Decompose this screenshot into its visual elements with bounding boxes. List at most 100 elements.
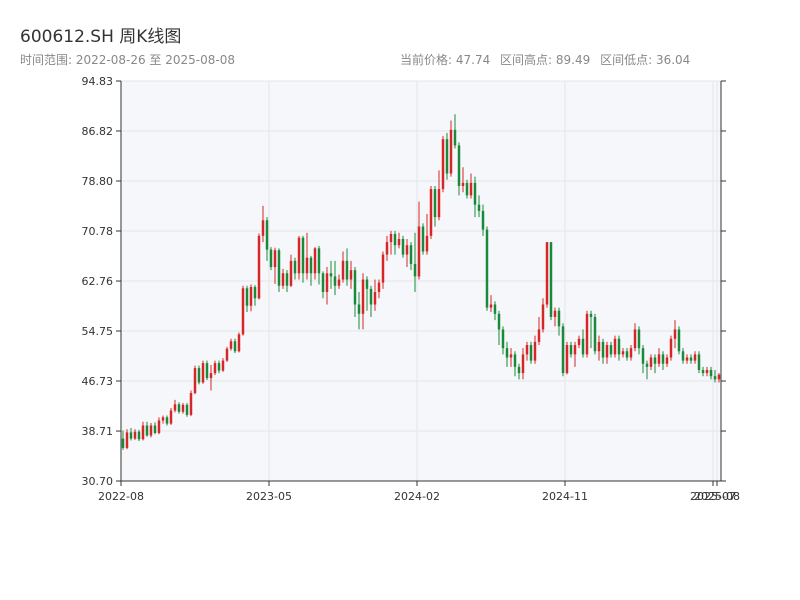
candle-body-up	[533, 341, 537, 361]
candle-body-up	[229, 341, 233, 349]
candle-body-up	[693, 354, 697, 361]
candle-body-up	[525, 345, 529, 355]
candle-body-down	[689, 357, 693, 361]
candle-body-up	[189, 393, 193, 415]
y-tick-label: 62.76	[82, 275, 114, 288]
candle-body-up	[469, 182, 473, 196]
candle-body-up	[441, 139, 445, 190]
candle-body-up	[125, 432, 129, 448]
candle-body-up	[565, 345, 569, 374]
candle-body-up	[225, 348, 229, 361]
candle-body-up	[669, 338, 673, 358]
candle-body-down	[277, 250, 281, 286]
candle-body-down	[217, 363, 221, 371]
current-price-text: 当前价格: 47.74	[400, 53, 491, 67]
candle-body-down	[393, 234, 397, 246]
candle-body-up	[437, 189, 441, 218]
candle-body-down	[581, 338, 585, 355]
candle-body-down	[557, 310, 561, 327]
candle-body-down	[413, 263, 417, 277]
candle-body-down	[465, 182, 469, 196]
candle-body-up	[305, 257, 309, 274]
candle-body-up	[193, 368, 197, 394]
candle-body-up	[461, 182, 465, 186]
candle-body-down	[713, 376, 717, 380]
candle-body-down	[269, 249, 273, 268]
candle-body-up	[181, 404, 185, 412]
candle-body-down	[549, 242, 553, 317]
candle-body-down	[477, 204, 481, 211]
candle-body-down	[457, 145, 461, 186]
date-range-text: 时间范围: 2022-08-26 至 2025-08-08	[20, 53, 235, 67]
candle-body-down	[245, 288, 249, 306]
candle-body-up	[629, 348, 633, 358]
candle-body-up	[397, 238, 401, 246]
y-tick-label: 70.78	[82, 225, 114, 238]
x-tick-label: 2024-02	[394, 490, 440, 503]
candle-body-down	[401, 238, 405, 255]
candle-body-up	[149, 425, 153, 436]
y-tick-label: 38.71	[82, 425, 114, 438]
candle-body-down	[609, 345, 613, 355]
candle-body-up	[241, 288, 245, 335]
candle-body-up	[405, 245, 409, 255]
candle-body-up	[297, 237, 301, 274]
candle-body-down	[321, 273, 325, 293]
candle-body-up	[665, 357, 669, 364]
x-tick-label: 2022-08	[98, 490, 144, 503]
candle-body-up	[537, 329, 541, 342]
candle-body-down	[205, 363, 209, 379]
candle-body-up	[717, 374, 721, 380]
candle-body-up	[649, 357, 653, 367]
candle-body-down	[145, 425, 149, 436]
candle-body-up	[173, 404, 177, 411]
candle-body-up	[133, 431, 137, 439]
candle-body-down	[293, 260, 297, 274]
candle-body-down	[625, 351, 629, 358]
period-high-text: 区间高点: 89.49	[500, 53, 591, 67]
candle-body-up	[381, 254, 385, 283]
y-tick-label: 78.80	[82, 175, 114, 188]
x-tick-label: 2023-05	[246, 490, 292, 503]
candle-body-down	[329, 273, 333, 277]
candle-body-down	[253, 287, 257, 299]
candle-body-down	[285, 273, 289, 286]
candle-body-up	[705, 369, 709, 374]
candle-body-down	[641, 348, 645, 364]
candle-body-up	[341, 260, 345, 280]
candle-body-down	[709, 369, 713, 377]
candle-body-up	[657, 354, 661, 364]
candle-body-up	[605, 345, 609, 358]
candle-body-up	[349, 270, 353, 280]
candle-body-down	[501, 329, 505, 349]
period-low-text: 区间低点: 36.04	[600, 53, 691, 67]
candle-body-down	[185, 404, 189, 415]
candle-body-down	[265, 220, 269, 250]
candle-body-up	[577, 338, 581, 346]
candle-body-down	[485, 229, 489, 308]
candle-body-up	[237, 334, 241, 352]
candle-body-up	[221, 360, 225, 371]
candle-body-up	[373, 292, 377, 305]
candle-body-up	[201, 363, 205, 383]
candle-body-down	[569, 345, 573, 355]
candle-body-up	[209, 373, 213, 379]
candle-body-down	[589, 313, 593, 317]
candle-body-up	[597, 341, 601, 352]
candle-body-up	[417, 226, 421, 277]
candle-body-up	[273, 250, 277, 268]
candle-body-down	[653, 357, 657, 364]
candle-body-down	[517, 366, 521, 374]
candle-body-up	[325, 273, 329, 293]
candle-body-up	[141, 425, 145, 440]
candle-body-down	[681, 351, 685, 361]
candle-body-down	[661, 354, 665, 364]
candle-body-down	[177, 404, 181, 412]
candle-body-down	[473, 182, 477, 205]
candle-body-down	[505, 348, 509, 358]
x-tick-label: 2025-08	[694, 490, 740, 503]
candle-body-down	[645, 363, 649, 367]
candle-body-up	[213, 363, 217, 374]
candle-body-up	[573, 345, 577, 355]
